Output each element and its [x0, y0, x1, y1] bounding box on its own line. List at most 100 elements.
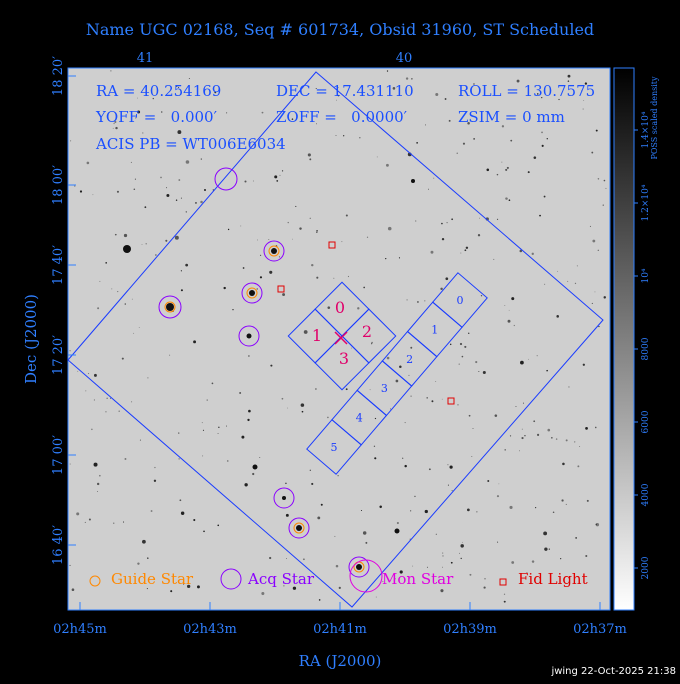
star: [99, 93, 101, 95]
star: [261, 111, 264, 114]
y-tick-label: 17 00′: [51, 435, 66, 475]
star: [399, 570, 403, 574]
star: [522, 402, 524, 404]
star: [206, 399, 208, 401]
star: [442, 552, 444, 554]
star: [218, 426, 220, 429]
star: [521, 428, 523, 430]
star: [133, 188, 136, 190]
acq-star: [214, 167, 238, 191]
star: [183, 584, 185, 586]
star: [603, 179, 606, 182]
star: [316, 276, 319, 279]
star: [417, 301, 419, 303]
star: [160, 176, 162, 179]
star: [200, 158, 202, 160]
star: [106, 397, 108, 399]
star: [316, 230, 318, 232]
star: [440, 287, 443, 291]
star: [385, 163, 389, 167]
chip-label: 2: [406, 353, 413, 366]
bright-star: [296, 525, 302, 531]
star: [603, 296, 606, 299]
star: [410, 346, 413, 349]
legend-label: Fid Light: [518, 570, 588, 588]
colorbar: [613, 67, 635, 611]
star: [574, 441, 576, 443]
star: [447, 464, 449, 466]
star: [511, 297, 515, 301]
star: [180, 197, 182, 199]
star: [374, 457, 377, 460]
star: [299, 227, 302, 230]
star: [591, 151, 594, 154]
y-tick-label: 17 20′: [51, 335, 66, 375]
bright-star: [282, 496, 286, 500]
acis-i-array: [287, 281, 397, 391]
star: [241, 435, 245, 439]
star: [202, 429, 205, 431]
star: [283, 585, 285, 587]
star: [473, 83, 475, 85]
info-ra: RA = 40.254169: [96, 82, 221, 100]
star: [300, 403, 305, 407]
axis-ticks: 18 20′ 18 00′ 17 40′ 17 20′ 17 00′ 16 40′ 02h4…: [51, 56, 651, 637]
star: [386, 70, 389, 72]
chip: [314, 335, 370, 391]
star: [392, 87, 396, 90]
star: [232, 308, 234, 311]
star: [473, 138, 475, 140]
bright-star: [411, 179, 415, 183]
star: [535, 507, 537, 509]
star: [515, 405, 517, 407]
star: [509, 505, 513, 510]
star: [476, 511, 478, 513]
star: [558, 98, 560, 101]
star: [212, 189, 214, 191]
star: [598, 325, 600, 328]
y-tick-label: 16 40′: [51, 525, 66, 565]
star: [484, 578, 486, 580]
star: [202, 455, 204, 457]
star: [161, 111, 163, 113]
star: [337, 87, 339, 89]
star: [316, 231, 318, 233]
star: [528, 358, 529, 360]
star: [185, 160, 190, 164]
star: [135, 117, 137, 119]
star: [446, 221, 448, 224]
star: [375, 596, 377, 598]
star: [337, 475, 339, 477]
star: [341, 241, 343, 243]
chip-label: 3: [381, 382, 388, 395]
star: [424, 509, 428, 514]
star: [74, 185, 76, 187]
star: [137, 562, 140, 565]
star: [138, 327, 140, 328]
star: [466, 508, 470, 512]
star: [69, 350, 71, 352]
star: [412, 565, 414, 567]
star: [257, 239, 258, 241]
star: [560, 558, 562, 560]
star: [531, 252, 534, 256]
info-block: RA = 40.254169 DEC = 17.431110 ROLL = 13…: [95, 82, 595, 153]
star: [84, 521, 86, 523]
star: [456, 152, 458, 154]
bright-star: [356, 564, 362, 570]
y-tick-label: 18 20′: [51, 56, 66, 96]
star: [477, 234, 481, 237]
star: [557, 270, 559, 272]
star: [536, 355, 538, 357]
star: [371, 343, 373, 345]
star: [217, 433, 219, 434]
star: [69, 463, 71, 465]
star: [543, 531, 548, 536]
star: [154, 466, 156, 469]
star: [97, 307, 100, 310]
star: [426, 397, 428, 399]
star: [415, 220, 417, 222]
star: [531, 560, 535, 563]
star: [496, 218, 499, 220]
